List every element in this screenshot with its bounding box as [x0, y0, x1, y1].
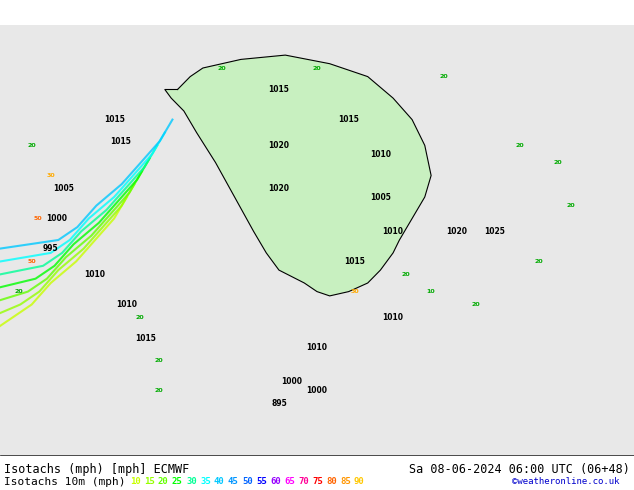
- Text: 895: 895: [271, 399, 287, 408]
- Text: 20: 20: [534, 259, 543, 264]
- Text: 30: 30: [186, 477, 197, 486]
- Text: 85: 85: [340, 477, 351, 486]
- Text: 20: 20: [158, 477, 169, 486]
- Text: 20: 20: [439, 74, 448, 79]
- Text: 65: 65: [284, 477, 295, 486]
- Text: 75: 75: [312, 477, 323, 486]
- Text: ©weatheronline.co.uk: ©weatheronline.co.uk: [512, 477, 620, 486]
- Text: 20: 20: [217, 66, 226, 71]
- Text: 20: 20: [135, 315, 144, 320]
- Text: 1010: 1010: [382, 227, 404, 236]
- Text: 1010: 1010: [116, 300, 138, 309]
- Text: 35: 35: [200, 477, 210, 486]
- Text: 1025: 1025: [484, 227, 505, 236]
- Text: 1000: 1000: [281, 377, 302, 387]
- Text: 90: 90: [354, 477, 365, 486]
- Text: 1015: 1015: [345, 257, 365, 266]
- Text: 1020: 1020: [446, 227, 467, 236]
- Text: 20: 20: [154, 388, 163, 393]
- Text: 1010: 1010: [84, 270, 106, 279]
- Text: 20: 20: [154, 358, 163, 363]
- Text: 60: 60: [270, 477, 281, 486]
- Text: 20: 20: [515, 143, 524, 148]
- Text: 20: 20: [15, 289, 23, 294]
- Text: Sa 08-06-2024 06:00 UTC (06+48): Sa 08-06-2024 06:00 UTC (06+48): [409, 463, 630, 476]
- Text: 1015: 1015: [110, 137, 131, 146]
- Text: 1000: 1000: [46, 214, 68, 223]
- Text: 1005: 1005: [53, 184, 74, 193]
- Text: 20: 20: [553, 160, 562, 165]
- Text: 20: 20: [566, 203, 575, 208]
- Text: 45: 45: [228, 477, 239, 486]
- Text: 25: 25: [172, 477, 183, 486]
- Text: 50: 50: [27, 259, 36, 264]
- Text: 15: 15: [144, 477, 155, 486]
- Text: 20: 20: [471, 302, 480, 307]
- Text: 40: 40: [214, 477, 224, 486]
- Text: 20: 20: [401, 272, 410, 277]
- Text: 1010: 1010: [382, 313, 404, 322]
- Text: 20: 20: [27, 143, 36, 148]
- Text: 1015: 1015: [269, 85, 289, 94]
- Text: 70: 70: [298, 477, 309, 486]
- Text: 1015: 1015: [339, 115, 359, 124]
- Text: 1015: 1015: [136, 334, 156, 343]
- Text: 55: 55: [256, 477, 267, 486]
- Text: Isotachs 10m (mph): Isotachs 10m (mph): [4, 477, 126, 487]
- Text: 20: 20: [313, 66, 321, 71]
- Text: Isotachs (mph) [mph] ECMWF: Isotachs (mph) [mph] ECMWF: [4, 463, 190, 476]
- Text: 1015: 1015: [104, 115, 124, 124]
- Text: 80: 80: [326, 477, 337, 486]
- Text: 1005: 1005: [370, 193, 391, 201]
- Text: 995: 995: [43, 244, 58, 253]
- Polygon shape: [165, 55, 431, 296]
- Text: 1010: 1010: [370, 149, 391, 158]
- Text: 50: 50: [34, 216, 42, 221]
- Text: 10: 10: [130, 477, 141, 486]
- Text: 10: 10: [427, 289, 436, 294]
- Text: 30: 30: [351, 289, 359, 294]
- Text: 1000: 1000: [306, 386, 328, 395]
- Text: 1010: 1010: [306, 343, 328, 352]
- Text: 30: 30: [46, 173, 55, 178]
- Text: 1020: 1020: [268, 141, 290, 150]
- Text: 1020: 1020: [268, 184, 290, 193]
- Text: 50: 50: [242, 477, 253, 486]
